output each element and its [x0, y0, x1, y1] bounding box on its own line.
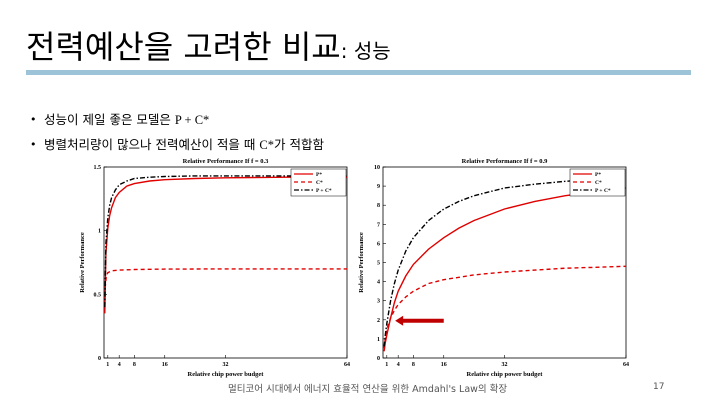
series-line-p	[104, 176, 347, 314]
title-underline	[26, 70, 691, 75]
y-tick-label: 0.5	[94, 292, 102, 298]
bullet-highlight: C*	[259, 138, 274, 152]
y-tick-label: 10	[374, 165, 380, 171]
y-tick-label: 1.5	[94, 165, 102, 171]
y-tick-label: 5	[377, 261, 380, 267]
y-tick-label: 1	[377, 337, 380, 343]
plot-frame	[103, 166, 348, 359]
legend-label: P + C*	[595, 188, 611, 194]
bullet-item: 성능이 제일 좋은 모델은 P + C*	[30, 112, 324, 128]
series-line-pc	[104, 175, 347, 308]
chart-f-0-3: Relative Performance If f = 0.3 1 4 8 16 32 64…	[79, 158, 350, 378]
x-tick-label: 4	[118, 362, 121, 368]
x-tick-label: 8	[133, 362, 136, 368]
y-tick-label: 1	[98, 229, 101, 235]
chart-f-0-9: Relative Performance If f = 0.91 4 8 16 32 64…	[358, 158, 629, 378]
y-tick-label: 3	[377, 299, 380, 305]
x-tick-label: 1	[106, 362, 109, 368]
x-tick-label: 16	[162, 362, 168, 368]
y-tick-label: 7	[377, 222, 380, 228]
x-tick-label: 1	[385, 362, 388, 368]
x-axis-label: Relative chip power budget	[467, 371, 544, 378]
slide-title-sub: : 성능	[340, 39, 391, 63]
bullet-list: 성능이 제일 좋은 모델은 P + C* 병렬처리량이 많으나 전력예산이 적을…	[30, 112, 324, 162]
legend-label: C*	[316, 180, 323, 186]
y-tick-label: 0	[98, 356, 101, 362]
annotation-arrow-head	[395, 315, 404, 326]
y-axis-label: Relative Performance	[79, 232, 86, 293]
series-line-p	[383, 187, 627, 352]
slide-footer: 멀티코어 시대에서 에너지 효율적 연산을 위한 Amdahl's Law의 확…	[228, 384, 508, 395]
slide-title: 전력예산을 고려한 비교: 성능	[26, 22, 391, 68]
x-tick-label: 32	[502, 362, 508, 368]
page-number: 17	[653, 382, 665, 392]
y-axis-label: Relative Performance	[358, 232, 365, 293]
bullet-text: 병렬처리량이 많으나 전력예산이 적을 때	[44, 137, 260, 152]
bullet-suffix: 가 적합함	[273, 137, 324, 152]
bullet-highlight: P + C*	[174, 113, 210, 127]
x-tick-label: 8	[412, 362, 415, 368]
x-tick-label: 32	[223, 362, 229, 368]
y-tick-label: 6	[377, 241, 380, 247]
chart-title: Relative Performance If f = 0.9	[462, 158, 548, 165]
legend-label: C*	[595, 180, 602, 186]
legend-label: P + C*	[316, 188, 332, 194]
x-axis-label: Relative chip power budget	[188, 371, 265, 378]
bullet-text: 성능이 제일 좋은 모델은	[44, 112, 175, 127]
x-tick-label: 64	[623, 362, 629, 368]
legend-label: P*	[595, 172, 601, 178]
chart-title: Relative Performance If f = 0.3	[183, 158, 269, 165]
y-tick-label: 8	[377, 203, 380, 209]
y-tick-label: 9	[377, 184, 380, 190]
y-tick-label: 0	[377, 356, 380, 362]
legend-label: P*	[316, 172, 322, 178]
bullet-item: 병렬처리량이 많으나 전력예산이 적을 때 C*가 적합함	[30, 137, 324, 153]
series-line-pc	[383, 177, 627, 347]
series-line-c	[104, 268, 347, 289]
x-tick-label: 64	[344, 362, 350, 368]
series-line-c	[383, 265, 627, 349]
x-tick-label: 16	[441, 362, 447, 368]
plot-frame	[382, 166, 627, 359]
y-tick-label: 4	[377, 280, 380, 286]
x-tick-label: 4	[397, 362, 400, 368]
y-tick-label: 2	[377, 318, 380, 324]
slide-title-main: 전력예산을 고려한 비교	[26, 28, 341, 66]
